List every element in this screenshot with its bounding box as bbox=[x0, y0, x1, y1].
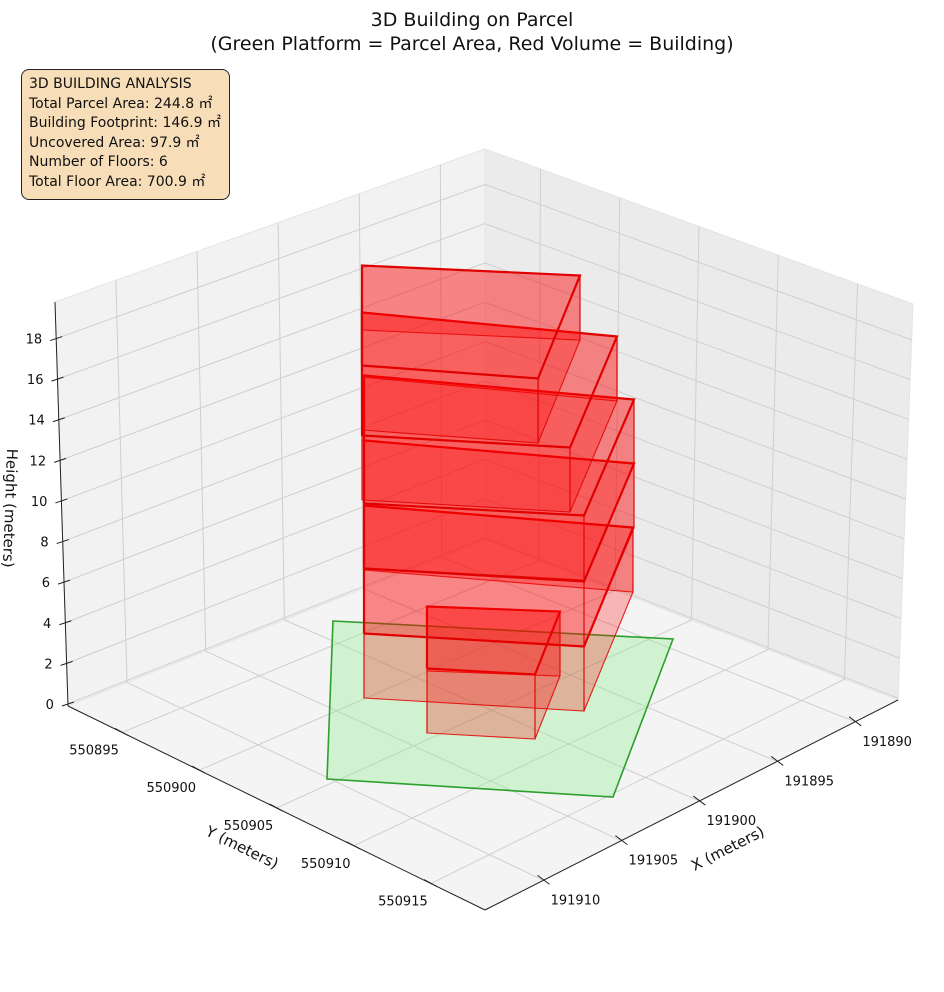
z-tick bbox=[53, 457, 67, 463]
z-tick bbox=[59, 620, 72, 626]
x-tick bbox=[848, 716, 862, 727]
x-axis-line bbox=[484, 699, 899, 911]
x-tick bbox=[770, 756, 784, 766]
floor-front-face bbox=[363, 502, 585, 581]
x-tick bbox=[615, 835, 628, 846]
z-tick-label: 8 bbox=[40, 536, 48, 551]
analysis-line-floors: Number of Floors: 6 bbox=[29, 154, 168, 171]
floor-front-face bbox=[361, 434, 571, 513]
grid-line-z bbox=[59, 301, 908, 461]
z-tick bbox=[50, 336, 63, 342]
y-tick-label: 550910 bbox=[301, 857, 351, 872]
y-tick bbox=[346, 841, 360, 850]
z-tick-label: 10 bbox=[31, 495, 48, 510]
chart-subtitle: (Green Platform = Parcel Area, Red Volum… bbox=[210, 33, 733, 55]
building-floor bbox=[360, 264, 582, 444]
z-tick bbox=[61, 701, 75, 707]
analysis-line-parcel-area: Total Parcel Area: 244.8 ㎡ bbox=[29, 95, 213, 112]
grid-line-x bbox=[196, 251, 622, 842]
grid-line-y bbox=[430, 283, 859, 885]
axis-ticks: 0 2 4 6 8 10 12 14 16 18 191890 191895 191900 191905 1… bbox=[26, 333, 912, 910]
grid-line-y bbox=[353, 255, 779, 847]
building-floor bbox=[362, 439, 636, 647]
floor-top-edge bbox=[425, 605, 562, 676]
y-tick-label: 550915 bbox=[378, 895, 428, 910]
x-axis-label: X (meters) bbox=[688, 822, 767, 874]
z-tick bbox=[56, 539, 69, 545]
grid-line-z bbox=[62, 380, 905, 543]
z-tick bbox=[57, 579, 71, 585]
grid-line-z bbox=[58, 262, 909, 421]
analysis-heading: 3D BUILDING ANALYSIS bbox=[29, 76, 192, 92]
grid-line-x bbox=[115, 280, 544, 881]
analysis-line-floor-area: Total Floor Area: 700.9 ㎡ bbox=[29, 173, 206, 190]
floor-top-edge bbox=[362, 374, 636, 517]
x-tick-label: 191905 bbox=[629, 854, 679, 869]
grid-line-z bbox=[63, 419, 903, 583]
grid-line-z bbox=[61, 341, 906, 502]
building-floor bbox=[360, 311, 619, 513]
x-tick-label: 191910 bbox=[551, 893, 601, 908]
z-tick-label: 0 bbox=[46, 698, 54, 713]
z-tick-label: 16 bbox=[27, 373, 44, 388]
y-tick bbox=[114, 728, 129, 736]
y-tick bbox=[269, 803, 283, 812]
z-tick bbox=[55, 498, 68, 504]
z-tick-label: 6 bbox=[42, 576, 50, 591]
building-volume bbox=[360, 264, 636, 740]
z-tick-label: 14 bbox=[28, 414, 45, 429]
z-tick-label: 12 bbox=[30, 454, 47, 469]
analysis-line-footprint: Building Footprint: 146.9 ㎡ bbox=[29, 115, 222, 132]
z-tick-label: 2 bbox=[44, 657, 52, 672]
y-tick bbox=[192, 765, 206, 774]
grid-line-y bbox=[276, 226, 700, 809]
z-tick-label: 4 bbox=[43, 617, 51, 632]
analysis-info-box: 3D BUILDING ANALYSIS Total Parcel Area: … bbox=[21, 69, 231, 200]
grid-line-z bbox=[67, 537, 899, 705]
y-tick-label: 550895 bbox=[69, 743, 119, 758]
x-tick bbox=[692, 795, 706, 806]
chart-title: 3D Building on Parcel bbox=[371, 9, 574, 31]
y-tick-label: 550900 bbox=[146, 781, 196, 796]
grid-line-x bbox=[277, 222, 700, 802]
y-tick-label: 550905 bbox=[224, 819, 274, 834]
z-axis-label: Height (meters) bbox=[0, 448, 21, 568]
z-tick bbox=[60, 660, 73, 666]
grid-line-z bbox=[66, 498, 900, 664]
x-tick-label: 191890 bbox=[862, 735, 912, 750]
grid-line-z bbox=[65, 458, 902, 624]
grid-line-z bbox=[57, 223, 911, 381]
grid-line-x bbox=[439, 164, 856, 723]
y-tick bbox=[423, 879, 438, 887]
z-tick-label: 18 bbox=[26, 333, 43, 348]
building-floor bbox=[362, 504, 635, 712]
grid-line-y bbox=[121, 169, 541, 733]
x-tick-label: 191895 bbox=[784, 774, 834, 789]
z-tick bbox=[51, 376, 64, 382]
z-axis-line bbox=[54, 301, 69, 707]
x-tick-label: 191900 bbox=[706, 814, 756, 829]
x-tick bbox=[537, 874, 550, 885]
grid-line-z bbox=[56, 183, 912, 341]
grid-lines bbox=[56, 164, 912, 885]
analysis-line-uncovered: Uncovered Area: 97.9 ㎡ bbox=[29, 134, 200, 151]
z-tick bbox=[52, 417, 65, 423]
floor-top-edge bbox=[360, 264, 582, 380]
building-floor bbox=[362, 374, 636, 581]
